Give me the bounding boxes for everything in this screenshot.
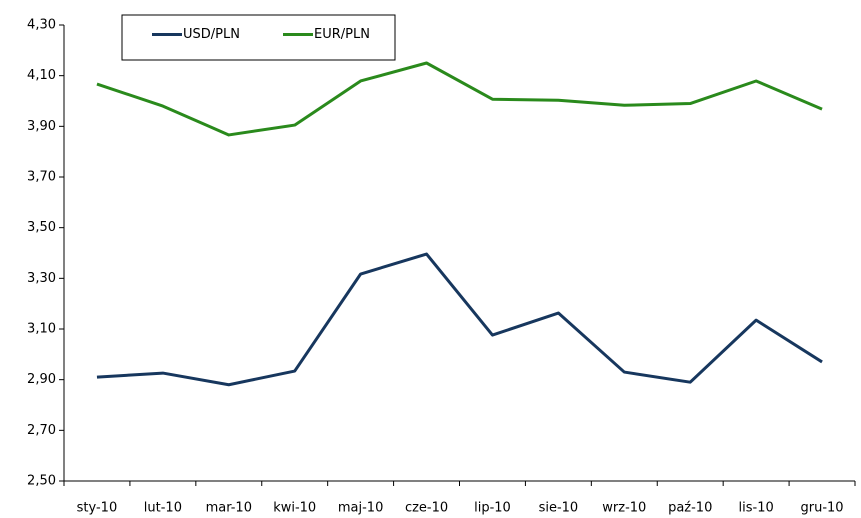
x-tick-label: mar-10 xyxy=(206,501,252,516)
y-tick-label: 4,10 xyxy=(27,68,56,83)
x-tick-label: paź-10 xyxy=(668,501,712,516)
y-tick-label: 3,90 xyxy=(27,119,56,134)
legend-label: USD/PLN xyxy=(183,27,240,42)
y-tick-label: 3,10 xyxy=(27,322,56,337)
x-tick-label: wrz-10 xyxy=(602,501,646,516)
y-tick-label: 3,50 xyxy=(27,220,56,235)
series-line xyxy=(96,61,823,137)
x-tick-label: lip-10 xyxy=(474,501,511,516)
legend-box xyxy=(121,14,396,61)
x-tick-label: gru-10 xyxy=(801,501,844,516)
x-tick-label: cze-10 xyxy=(405,501,448,516)
x-tick-label: sty-10 xyxy=(77,501,118,516)
x-tick-label: kwi-10 xyxy=(273,501,316,516)
x-tick-label: lut-10 xyxy=(144,501,182,516)
y-tick-label: 4,30 xyxy=(27,18,56,33)
x-tick-label: sie-10 xyxy=(539,501,579,516)
series-line xyxy=(96,252,823,387)
x-tick-label: maj-10 xyxy=(338,501,383,516)
x-tick-label: lis-10 xyxy=(739,501,774,516)
y-tick-label: 3,30 xyxy=(27,271,56,286)
y-tick-label: 2,70 xyxy=(27,423,56,438)
y-tick-label: 2,50 xyxy=(27,474,56,489)
y-tick-label: 3,70 xyxy=(27,170,56,185)
y-tick-label: 2,90 xyxy=(27,372,56,387)
legend-label: EUR/PLN xyxy=(314,27,370,42)
